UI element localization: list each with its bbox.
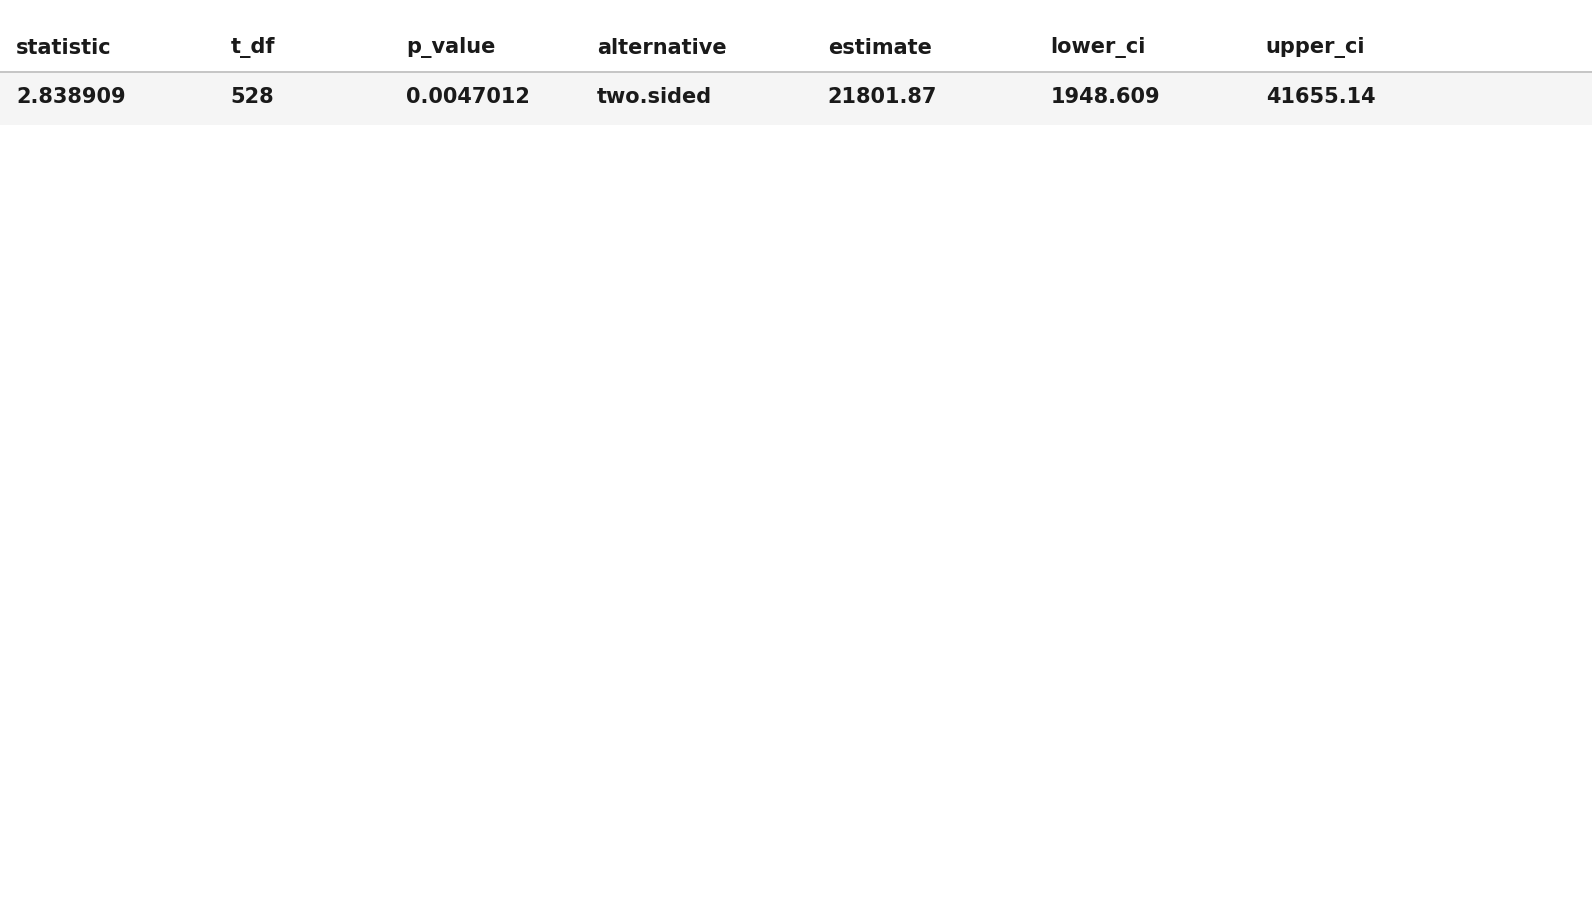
Text: 21801.87: 21801.87: [828, 87, 938, 107]
Text: statistic: statistic: [16, 38, 111, 58]
Text: 0.0047012: 0.0047012: [406, 87, 530, 107]
Text: estimate: estimate: [828, 38, 931, 58]
Text: t_df: t_df: [231, 37, 275, 58]
Text: 41655.14: 41655.14: [1266, 87, 1375, 107]
Text: lower_ci: lower_ci: [1051, 37, 1146, 58]
Text: 1948.609: 1948.609: [1051, 87, 1161, 107]
Text: p_value: p_value: [406, 37, 495, 58]
Text: 2.838909: 2.838909: [16, 87, 126, 107]
Text: two.sided: two.sided: [597, 87, 712, 107]
Text: upper_ci: upper_ci: [1266, 37, 1366, 58]
Bar: [0, 73, 1592, 125]
Text: 528: 528: [231, 87, 274, 107]
Text: alternative: alternative: [597, 38, 726, 58]
